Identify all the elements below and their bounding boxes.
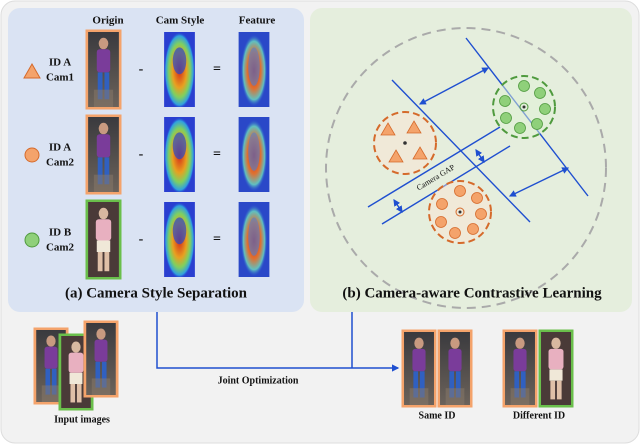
image [88, 32, 119, 107]
dot [454, 185, 466, 197]
label: Different ID [513, 410, 565, 421]
dot [514, 122, 526, 134]
dot [24, 232, 40, 248]
label: ID A [49, 57, 71, 69]
dot [471, 192, 483, 204]
marker-shape [380, 122, 396, 136]
box [502, 329, 538, 408]
dot [325, 27, 607, 309]
box [401, 329, 437, 408]
label: Cam2 [46, 242, 75, 254]
marker-shape [412, 146, 428, 160]
dot [455, 207, 465, 217]
label: Joint Optimization [218, 375, 299, 386]
image [404, 332, 434, 405]
dot [500, 112, 512, 124]
label: ID B [49, 227, 72, 239]
image [88, 202, 119, 277]
label: Cam2 [46, 157, 75, 169]
box [85, 199, 122, 280]
label: Origin [92, 15, 123, 27]
dot [518, 80, 530, 92]
group [435, 185, 487, 239]
connector [156, 312, 400, 372]
dot [435, 216, 447, 228]
dot [539, 103, 551, 115]
box [83, 320, 119, 398]
connector [418, 67, 490, 105]
image [440, 332, 470, 405]
label: - [139, 62, 144, 77]
dot [436, 198, 448, 210]
dot [519, 102, 529, 112]
dot [458, 210, 462, 214]
dot [531, 118, 543, 130]
box [310, 8, 632, 312]
label: Same ID [419, 410, 456, 421]
image [238, 32, 270, 107]
dot [534, 87, 546, 99]
group [380, 120, 428, 163]
label: Feature [239, 15, 276, 27]
image [238, 117, 270, 192]
dot [467, 223, 479, 235]
group [156, 312, 400, 372]
box [85, 29, 122, 110]
label: Cam Style [156, 15, 205, 27]
dot [522, 105, 526, 109]
image [86, 323, 116, 395]
group [499, 80, 551, 134]
connector [475, 149, 485, 163]
connector [367, 126, 501, 208]
image [541, 332, 571, 405]
label: (a) Camera Style Separation [65, 285, 248, 301]
marker-shape [388, 149, 404, 163]
connector [508, 167, 570, 197]
label: (b) Camera-aware Contrastive Learning [342, 285, 602, 301]
dot [475, 208, 487, 220]
image [164, 202, 195, 277]
image [164, 117, 195, 192]
dot [24, 147, 40, 163]
label: = [213, 232, 221, 247]
box [538, 329, 574, 408]
label: Input images [54, 414, 110, 425]
image [238, 202, 270, 277]
dot [403, 141, 407, 145]
label: - [139, 232, 144, 247]
box [85, 114, 122, 195]
label: - [139, 147, 144, 162]
connector [393, 199, 403, 213]
image [164, 32, 195, 107]
dot [499, 95, 511, 107]
label: = [213, 147, 221, 162]
marker-shape [406, 120, 422, 134]
label: ID A [49, 142, 71, 154]
label: = [213, 62, 221, 77]
dot [449, 227, 461, 239]
box [437, 329, 473, 408]
marker-shape [23, 62, 41, 79]
image [505, 332, 535, 405]
image [88, 117, 119, 192]
box [8, 8, 304, 312]
label: Cam1 [46, 72, 74, 84]
